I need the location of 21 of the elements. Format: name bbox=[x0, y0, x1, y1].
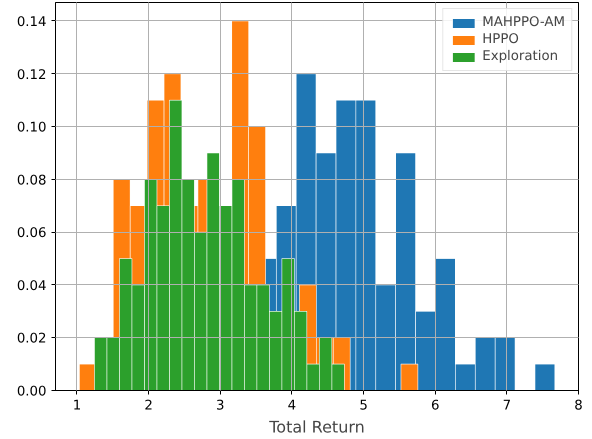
x-tick-label: 4 bbox=[288, 398, 296, 414]
x-axis-title: Total Return bbox=[268, 418, 365, 436]
x-tick-label: 5 bbox=[359, 398, 368, 414]
y-tick-label: 0.02 bbox=[16, 332, 47, 347]
y-tick-label: 0.06 bbox=[16, 226, 47, 242]
x-tick-label: 3 bbox=[216, 398, 225, 414]
y-tick-label: 0.10 bbox=[16, 120, 47, 136]
y-tick-label: 0.12 bbox=[16, 68, 47, 83]
legend-label: HPPO bbox=[482, 32, 519, 47]
x-tick-label: 2 bbox=[144, 398, 153, 414]
y-tick-label: 0.14 bbox=[16, 14, 47, 30]
y-tick-label: 0.08 bbox=[16, 173, 47, 188]
y-tick-label: 0.00 bbox=[16, 384, 47, 400]
legend-label: MAHPPO-AM bbox=[482, 15, 565, 30]
x-tick-label: 6 bbox=[430, 398, 440, 414]
legend-label: Exploration bbox=[482, 49, 558, 64]
x-tick-label: 1 bbox=[72, 398, 82, 414]
x-tick-label: 8 bbox=[574, 398, 583, 414]
x-tick-label: 7 bbox=[502, 398, 512, 414]
bar bbox=[534, 364, 556, 390]
y-tick-label: 0.04 bbox=[16, 278, 47, 294]
